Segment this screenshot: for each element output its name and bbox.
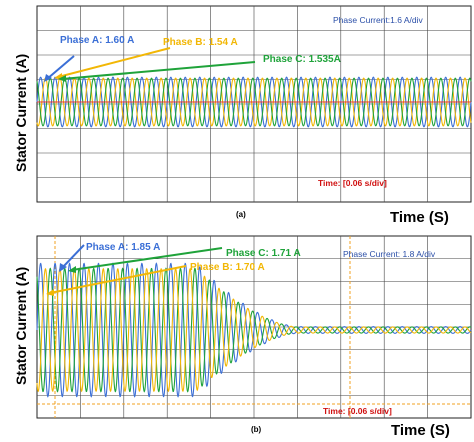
- scale-note-a: Phase Current:1.6 A/div: [333, 15, 424, 25]
- scale-note-b: Phase Current: 1.8 A/div: [343, 249, 436, 259]
- panel-label-b: (b): [251, 425, 262, 434]
- panel-b: Phase A: 1.85 A Phase C: 1.71 A Phase B:…: [13, 235, 472, 439]
- panel-label-a: (a): [236, 210, 246, 219]
- panel-a-series-phase-c: [36, 77, 472, 127]
- time-note-b: Time: [0.06 s/div]: [323, 406, 392, 416]
- x-axis-label-b: Time (S): [391, 422, 450, 439]
- phase-b-label-a: Phase B: 1.54 A: [163, 37, 238, 48]
- panel-b-series-phase-a: [36, 262, 472, 398]
- phase-a-arrowhead-b: [59, 263, 67, 272]
- phase-c-arrowhead: [58, 75, 66, 82]
- phase-a-arrow-b: [61, 244, 85, 269]
- phase-c-arrow-b: [71, 247, 223, 271]
- phase-b-label-b: Phase B: 1.70 A: [190, 262, 265, 273]
- phase-c-arrowhead-b: [68, 266, 76, 273]
- waveforms-b: [36, 262, 472, 398]
- phase-b-arrowhead-b: [46, 289, 54, 296]
- panel-b-series-phase-b: [36, 267, 472, 393]
- phase-a-label-b: Phase A: 1.85 A: [86, 242, 160, 253]
- phase-a-arrowhead: [44, 74, 52, 82]
- phase-b-arrow: [57, 47, 171, 78]
- time-note-a: Time: [0.06 s/div]: [318, 178, 387, 188]
- phase-c-label-a: Phase C: 1.535A: [263, 54, 341, 65]
- y-axis-label-b: Stator Current (A): [13, 267, 29, 385]
- panel-a-series-phase-b: [36, 77, 472, 127]
- y-axis-label-a: Stator Current (A): [13, 54, 29, 172]
- panel-b-series-phase-c: [36, 267, 472, 393]
- phase-a-arrow: [46, 55, 75, 80]
- panel-a: Phase A: 1.60 A Phase B: 1.54 A Phase C:…: [13, 5, 472, 226]
- x-axis-label-a: Time (S): [390, 209, 449, 226]
- phase-b-arrow-b: [49, 265, 187, 294]
- phase-c-arrow: [61, 61, 256, 80]
- phase-c-label-b: Phase C: 1.71 A: [226, 248, 301, 259]
- phase-a-label-a: Phase A: 1.60 A: [60, 35, 134, 46]
